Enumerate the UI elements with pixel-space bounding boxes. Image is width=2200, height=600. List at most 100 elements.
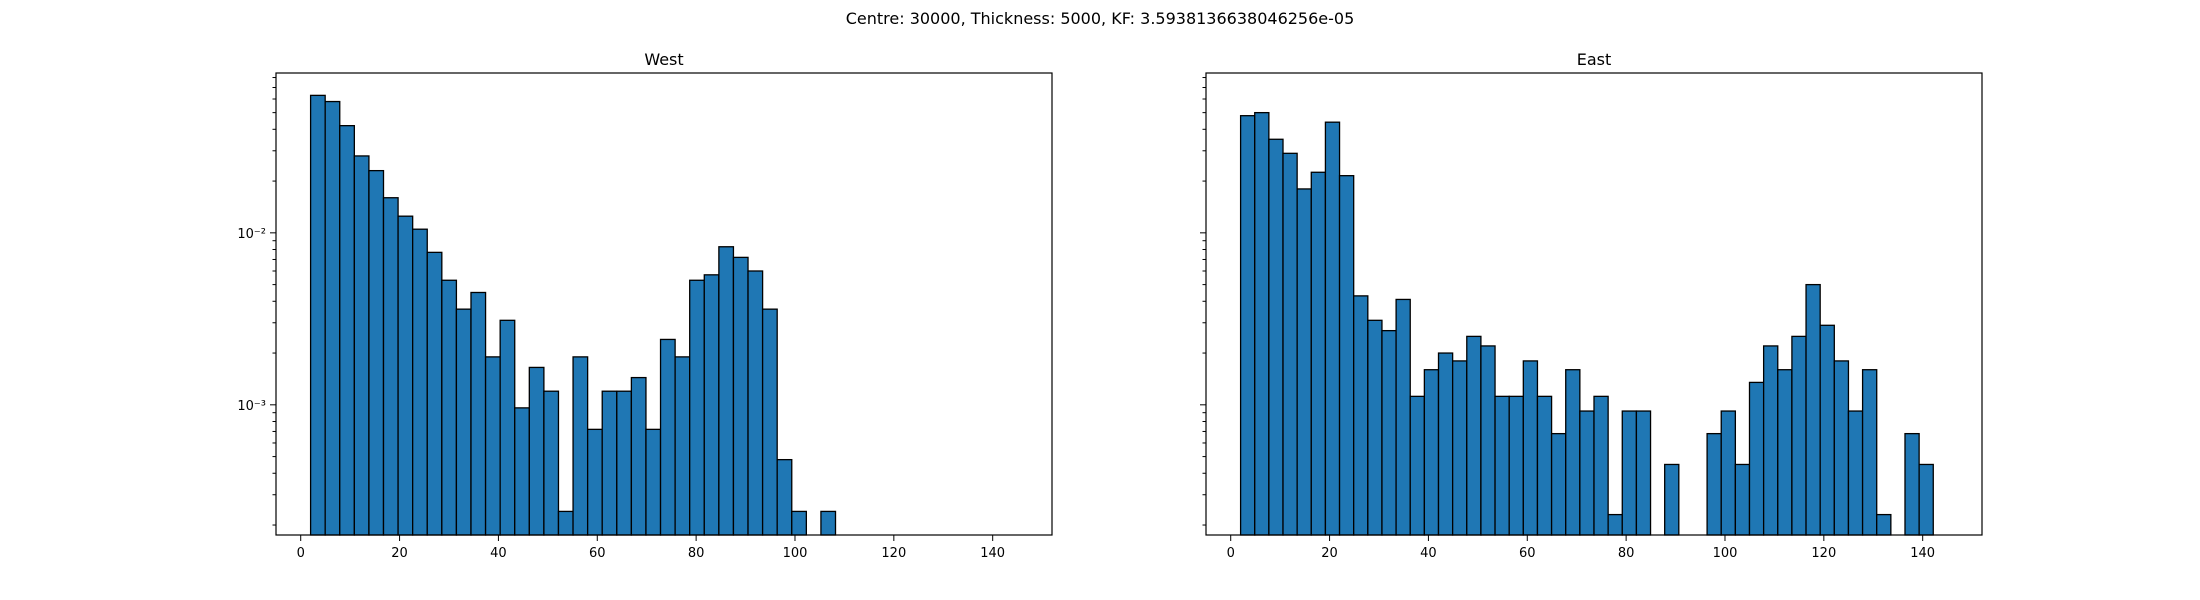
bar xyxy=(1833,360,1850,536)
bar xyxy=(1522,360,1539,536)
bar xyxy=(1762,345,1779,536)
x-tick-label: 0 xyxy=(1227,546,1235,561)
bar xyxy=(732,256,749,536)
bar xyxy=(1409,395,1426,536)
bar xyxy=(1904,432,1920,536)
bar xyxy=(1338,175,1355,536)
bar xyxy=(616,390,633,536)
bar xyxy=(455,308,472,536)
x-tick-label: 100 xyxy=(1713,546,1738,561)
bar xyxy=(1466,335,1482,536)
x-tick-label: 140 xyxy=(980,546,1005,561)
subplot-west: West 0 20 40 60 80 100 120 140 10⁻² 10⁻³ xyxy=(237,50,1053,561)
bar xyxy=(1664,463,1680,536)
bar xyxy=(1819,324,1835,536)
bar xyxy=(1268,138,1284,536)
bar xyxy=(1607,513,1623,536)
axes-frame xyxy=(1205,72,1983,536)
bar xyxy=(1579,410,1595,536)
axes-frame xyxy=(275,72,1053,536)
bar xyxy=(761,308,778,536)
bar xyxy=(382,197,399,536)
x-tick-label: 20 xyxy=(391,546,408,561)
bar xyxy=(820,510,837,536)
bar xyxy=(1861,369,1878,536)
x-tick-label: 0 xyxy=(297,546,305,561)
x-tick-label: 40 xyxy=(1420,546,1437,561)
x-tick-label: 60 xyxy=(589,546,606,561)
bar xyxy=(1254,111,1270,536)
bar xyxy=(674,356,691,536)
bar xyxy=(1621,410,1638,536)
bar xyxy=(441,279,458,536)
bar xyxy=(1324,121,1341,536)
bar xyxy=(1706,432,1722,536)
subplots: West 0 20 40 60 80 100 120 140 10⁻² 10⁻³ East 0 20 40 6… xyxy=(237,50,1983,561)
bar xyxy=(1494,395,1510,536)
x-tick-label: 20 xyxy=(1321,546,1338,561)
subplot-title: West xyxy=(644,50,683,69)
bar xyxy=(1310,171,1327,536)
bar xyxy=(339,125,355,536)
bar xyxy=(543,390,560,536)
bar xyxy=(1381,329,1397,536)
y-tick-label: 10⁻³ xyxy=(237,399,266,414)
bar xyxy=(1282,152,1298,536)
bar xyxy=(1918,463,1934,536)
bar xyxy=(703,274,720,536)
bar xyxy=(1791,335,1807,536)
bar xyxy=(1565,369,1581,536)
bar xyxy=(1296,188,1312,536)
bar xyxy=(353,155,370,536)
x-tick-label: 60 xyxy=(1519,546,1536,561)
x-tick-label: 100 xyxy=(783,546,808,561)
bar xyxy=(368,169,385,536)
bar xyxy=(1876,513,1892,536)
y-tick-label: 10⁻² xyxy=(237,227,266,242)
bar xyxy=(1239,115,1256,536)
bar xyxy=(1734,463,1751,536)
bar xyxy=(1805,283,1821,536)
bar xyxy=(630,376,647,536)
bar xyxy=(791,510,807,536)
bar xyxy=(718,246,735,536)
bar xyxy=(514,407,530,536)
bar xyxy=(1437,352,1454,536)
bar xyxy=(324,100,341,536)
x-tick-label: 80 xyxy=(688,546,705,561)
bar xyxy=(557,510,574,536)
bar xyxy=(1635,410,1652,536)
bar xyxy=(1508,395,1524,536)
x-tick-label: 140 xyxy=(1910,546,1935,561)
bar xyxy=(776,458,793,536)
bar xyxy=(1847,410,1864,536)
bar xyxy=(1353,295,1369,536)
bar xyxy=(309,94,326,536)
bar xyxy=(1720,410,1737,536)
bar xyxy=(470,291,487,536)
bar xyxy=(1367,319,1383,536)
bar xyxy=(645,428,662,536)
bar xyxy=(426,251,443,536)
bar xyxy=(601,390,618,536)
figure-suptitle: Centre: 30000, Thickness: 5000, KF: 3.59… xyxy=(846,9,1355,28)
bar xyxy=(1536,395,1553,536)
bar xyxy=(412,228,428,536)
x-tick-label: 80 xyxy=(1618,546,1635,561)
bar xyxy=(1593,395,1609,536)
bar xyxy=(1451,360,1468,536)
bar xyxy=(499,319,516,536)
bar xyxy=(1480,345,1496,536)
bar xyxy=(659,338,676,536)
bar xyxy=(484,356,501,536)
bar xyxy=(1777,369,1793,536)
subplot-east: East 0 20 40 60 80 100 120 140 xyxy=(1200,50,1983,561)
bar xyxy=(528,366,545,536)
bar xyxy=(586,428,603,536)
bar xyxy=(1550,432,1567,536)
bar xyxy=(747,270,764,536)
bar xyxy=(1748,381,1765,536)
bar xyxy=(1423,369,1440,536)
bar xyxy=(397,215,414,536)
